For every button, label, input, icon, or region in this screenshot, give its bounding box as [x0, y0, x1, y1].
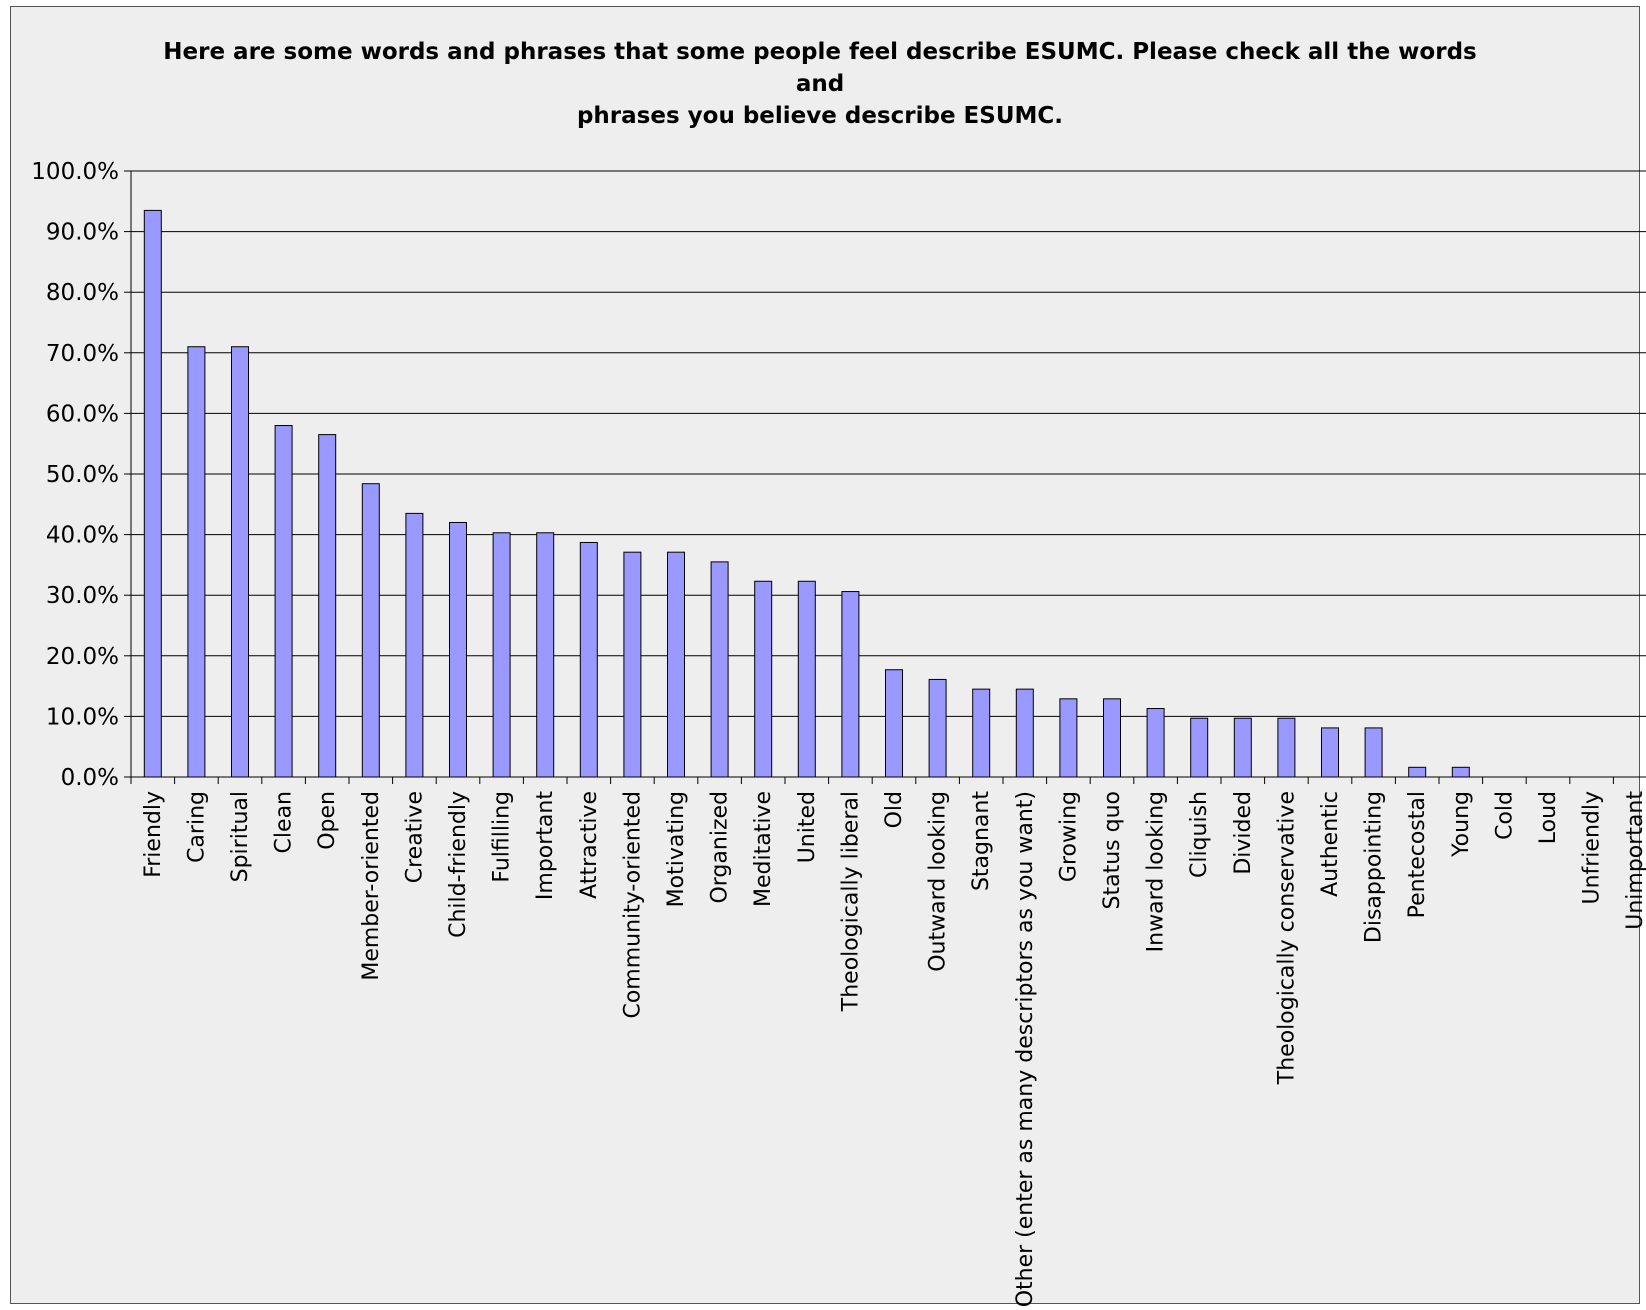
x-category-label: Spiritual — [228, 791, 253, 882]
x-category-label: Important — [533, 791, 558, 900]
x-category-label: Disappointing — [1362, 791, 1387, 943]
x-category-label: Stagnant — [969, 791, 994, 891]
x-category-label: Cliquish — [1187, 791, 1212, 878]
bar — [492, 532, 511, 778]
bar — [1103, 698, 1121, 778]
x-category-label: Growing — [1056, 791, 1081, 882]
x-category-label: Old — [882, 791, 907, 828]
bar — [318, 434, 337, 778]
y-tick-label: 60.0% — [46, 401, 119, 427]
x-category-label: Friendly — [141, 791, 166, 878]
x-category-label: Caring — [184, 791, 209, 863]
bar — [623, 551, 642, 778]
bar — [361, 483, 380, 778]
bar — [1451, 766, 1470, 778]
bar — [797, 580, 816, 778]
bar — [143, 209, 162, 778]
x-category-label: Unfriendly — [1580, 791, 1605, 905]
bar — [710, 561, 729, 778]
x-category-label: Theologically conservative — [1274, 791, 1299, 1085]
x-category-label: Authentic — [1318, 791, 1343, 897]
x-category-label: Theologically liberal — [838, 791, 863, 1012]
bar — [449, 521, 467, 778]
x-category-label: Creative — [402, 791, 427, 883]
y-tick-label: 30.0% — [46, 583, 119, 609]
bar — [405, 512, 424, 778]
x-category-label: United — [795, 791, 820, 863]
bar — [1059, 698, 1078, 778]
x-category-label: Divided — [1231, 791, 1256, 875]
x-category-label: Motivating — [664, 791, 689, 907]
x-category-label: Community-oriented — [620, 791, 645, 1019]
bar — [754, 580, 773, 778]
y-tick-label: 0.0% — [61, 765, 119, 791]
bar — [885, 669, 903, 778]
bar — [579, 541, 598, 778]
x-category-label: Inward looking — [1144, 791, 1169, 952]
y-tick-label: 10.0% — [46, 704, 119, 730]
bar — [972, 688, 991, 778]
x-category-label: Other (enter as many descriptors as you … — [1013, 791, 1038, 1307]
y-tick-label: 90.0% — [46, 220, 119, 246]
x-category-label: Unimportant — [1623, 791, 1646, 930]
bar — [1146, 708, 1165, 778]
bar — [274, 425, 293, 778]
y-tick-label: 100.0% — [31, 159, 119, 185]
chart-title: Here are some words and phrases that som… — [163, 39, 1477, 129]
x-category-label: Child-friendly — [446, 791, 471, 938]
x-category-label: Status quo — [1100, 791, 1125, 909]
x-category-label: Member-oriented — [359, 791, 384, 981]
bar — [536, 532, 555, 778]
x-category-label: Attractive — [577, 791, 602, 899]
bar — [1321, 727, 1339, 778]
bar — [928, 678, 947, 778]
x-category-label: Young — [1449, 791, 1474, 858]
x-category-label: Organized — [708, 791, 733, 904]
bar — [1408, 766, 1427, 778]
y-tick-label: 70.0% — [46, 341, 119, 367]
bar — [1364, 727, 1383, 778]
x-category-label: Clean — [272, 791, 297, 853]
bar — [841, 591, 860, 778]
bar — [1190, 717, 1209, 778]
bar — [667, 551, 685, 778]
bar — [187, 346, 206, 778]
x-category-label: Outward looking — [926, 791, 951, 972]
x-category-label: Open — [315, 791, 340, 850]
x-category-label: Meditative — [751, 791, 776, 907]
y-tick-label: 80.0% — [46, 280, 119, 306]
y-tick-label: 40.0% — [46, 523, 119, 549]
bar — [1277, 717, 1296, 778]
y-tick-label: 20.0% — [46, 644, 119, 670]
x-category-label: Cold — [1492, 791, 1517, 840]
y-tick-label: 50.0% — [46, 462, 119, 488]
x-category-label: Fulfilling — [490, 791, 515, 883]
x-category-label: Loud — [1536, 791, 1561, 844]
x-category-label: Pentecostal — [1405, 791, 1430, 918]
bar — [1233, 717, 1252, 778]
bar — [231, 346, 249, 778]
bar — [1015, 688, 1034, 778]
